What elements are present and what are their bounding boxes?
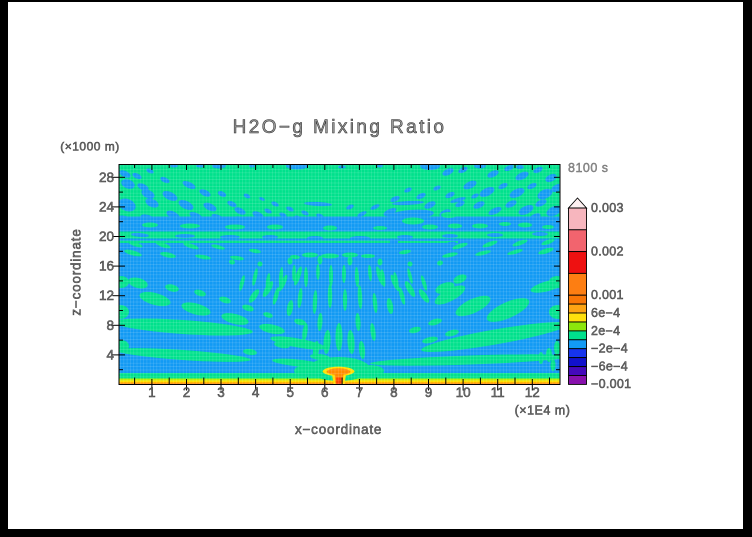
svg-text:(×1000 m): (×1000 m) (60, 140, 120, 154)
svg-text:20: 20 (99, 229, 114, 244)
svg-text:12: 12 (525, 385, 540, 400)
svg-text:2: 2 (183, 385, 191, 400)
svg-text:9: 9 (425, 385, 433, 400)
svg-text:28: 28 (99, 170, 114, 185)
svg-text:8100 s: 8100 s (568, 161, 609, 175)
svg-text:16: 16 (99, 259, 114, 274)
svg-text:0.003: 0.003 (591, 201, 624, 215)
svg-text:(×1E4 m): (×1E4 m) (515, 404, 571, 418)
svg-text:24: 24 (99, 199, 115, 214)
svg-text:3: 3 (217, 385, 225, 400)
svg-text:0.001: 0.001 (591, 288, 624, 302)
svg-text:x−coordinate: x−coordinate (295, 422, 382, 437)
svg-text:10: 10 (456, 385, 471, 400)
svg-text:5: 5 (286, 385, 294, 400)
svg-text:7: 7 (356, 385, 364, 400)
svg-text:z−coordinate: z−coordinate (69, 228, 84, 315)
svg-text:6e−4: 6e−4 (591, 306, 620, 320)
svg-text:11: 11 (491, 385, 505, 400)
svg-text:8: 8 (390, 385, 398, 400)
svg-text:12: 12 (99, 288, 114, 303)
svg-text:H2O−g Mixing Ratio: H2O−g Mixing Ratio (233, 117, 447, 138)
svg-text:2e−4: 2e−4 (591, 324, 620, 338)
svg-text:4: 4 (106, 347, 114, 362)
svg-text:0.002: 0.002 (591, 244, 624, 258)
svg-text:8: 8 (106, 318, 114, 333)
svg-text:−0.001: −0.001 (591, 377, 631, 391)
svg-text:−2e−4: −2e−4 (591, 342, 628, 356)
svg-text:4: 4 (252, 385, 260, 400)
svg-text:6: 6 (321, 385, 329, 400)
svg-text:1: 1 (148, 385, 156, 400)
svg-text:−6e−4: −6e−4 (591, 360, 628, 374)
